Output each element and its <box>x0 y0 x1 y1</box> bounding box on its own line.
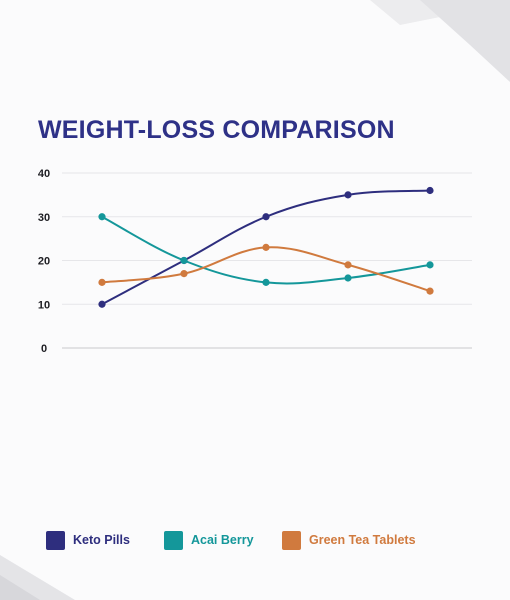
data-point-green-tea-tablets-2 <box>262 243 270 251</box>
y-axis-ticks: 0 10 20 30 40 <box>38 168 50 355</box>
chart-title: WEIGHT-LOSS COMPARISON <box>38 116 395 144</box>
data-point-green-tea-tablets-1 <box>180 270 188 278</box>
y-tick-label-0: 0 <box>41 343 47 355</box>
y-tick-label-40: 40 <box>38 168 50 180</box>
data-point-acai-berry-0 <box>98 213 106 221</box>
data-points <box>98 186 434 308</box>
data-point-acai-berry-2 <box>262 278 270 286</box>
legend-swatch-keto-pills <box>46 531 65 550</box>
corner-shape-top-dark <box>420 0 510 82</box>
data-point-keto-pills-4 <box>426 186 434 195</box>
y-tick-label-10: 10 <box>38 299 50 311</box>
data-point-acai-berry-4 <box>426 261 434 269</box>
legend-swatch-acai-berry <box>164 531 183 550</box>
corner-shape-bottom-left-dark <box>0 575 40 600</box>
data-point-green-tea-tablets-4 <box>426 287 434 295</box>
data-point-keto-pills-0 <box>98 300 106 308</box>
grid-lines <box>62 172 472 349</box>
legend-swatch-green-tea-tablets <box>282 531 301 550</box>
data-point-keto-pills-3 <box>344 191 352 199</box>
y-tick-label-30: 30 <box>38 212 50 224</box>
data-point-keto-pills-2 <box>262 213 270 221</box>
data-point-green-tea-tablets-3 <box>344 261 352 269</box>
data-point-acai-berry-3 <box>344 274 352 282</box>
legend-label-acai-berry: Acai Berry <box>191 533 254 547</box>
legend-label-keto-pills: Keto Pills <box>73 533 130 547</box>
data-point-green-tea-tablets-0 <box>98 278 106 286</box>
data-point-acai-berry-1 <box>180 256 188 265</box>
legend-label-green-tea-tablets: Green Tea Tablets <box>309 533 416 547</box>
y-tick-label-20: 20 <box>38 256 50 268</box>
